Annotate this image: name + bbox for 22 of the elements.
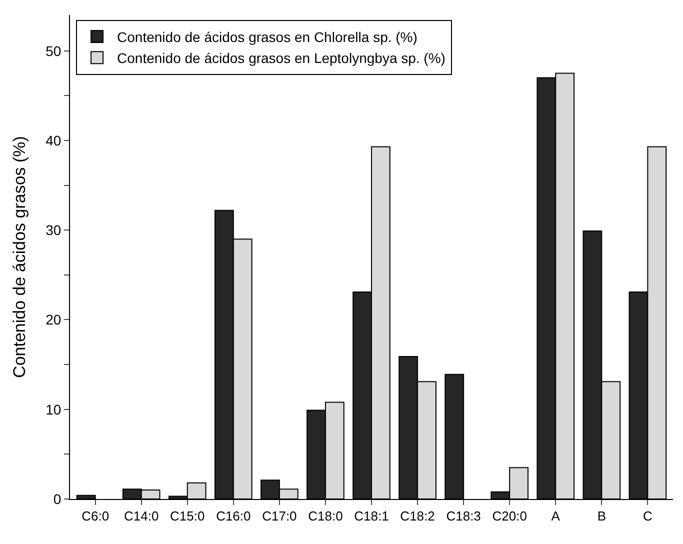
y-tick-label: 40	[46, 132, 62, 148]
x-tick-label: C18:3	[446, 508, 481, 524]
x-tick-label: A	[551, 508, 560, 524]
x-tick-label: C16:0	[216, 508, 251, 524]
y-tick-label: 10	[46, 401, 62, 418]
x-tick-label: C18:1	[354, 508, 389, 524]
legend-label: Contenido de ácidos grasos en Leptolyngbya sp. (%)	[117, 50, 446, 66]
legend-label: Contenido de ácidos grasos en Chlorella sp. (%)	[117, 28, 418, 45]
x-tick-label: C	[642, 508, 652, 524]
x-tick-label: C18:0	[308, 508, 343, 524]
x-tick-label: C20:0	[492, 508, 527, 524]
x-tick-label: B	[597, 508, 606, 524]
y-tick-label: 20	[46, 312, 62, 328]
x-tick-label: C15:0	[170, 508, 205, 524]
x-tick-label: C17:0	[262, 508, 297, 524]
x-tick-label: C14:0	[124, 508, 159, 524]
x-tick-label: C6:0	[82, 508, 110, 524]
y-tick-label: 0	[53, 490, 62, 507]
x-tick-label: C18:2	[400, 508, 435, 524]
y-axis-title: Contenido de ácidos grasos (%)	[10, 136, 30, 378]
y-tick-label: 50	[46, 42, 62, 59]
y-tick-label: 30	[46, 222, 62, 238]
